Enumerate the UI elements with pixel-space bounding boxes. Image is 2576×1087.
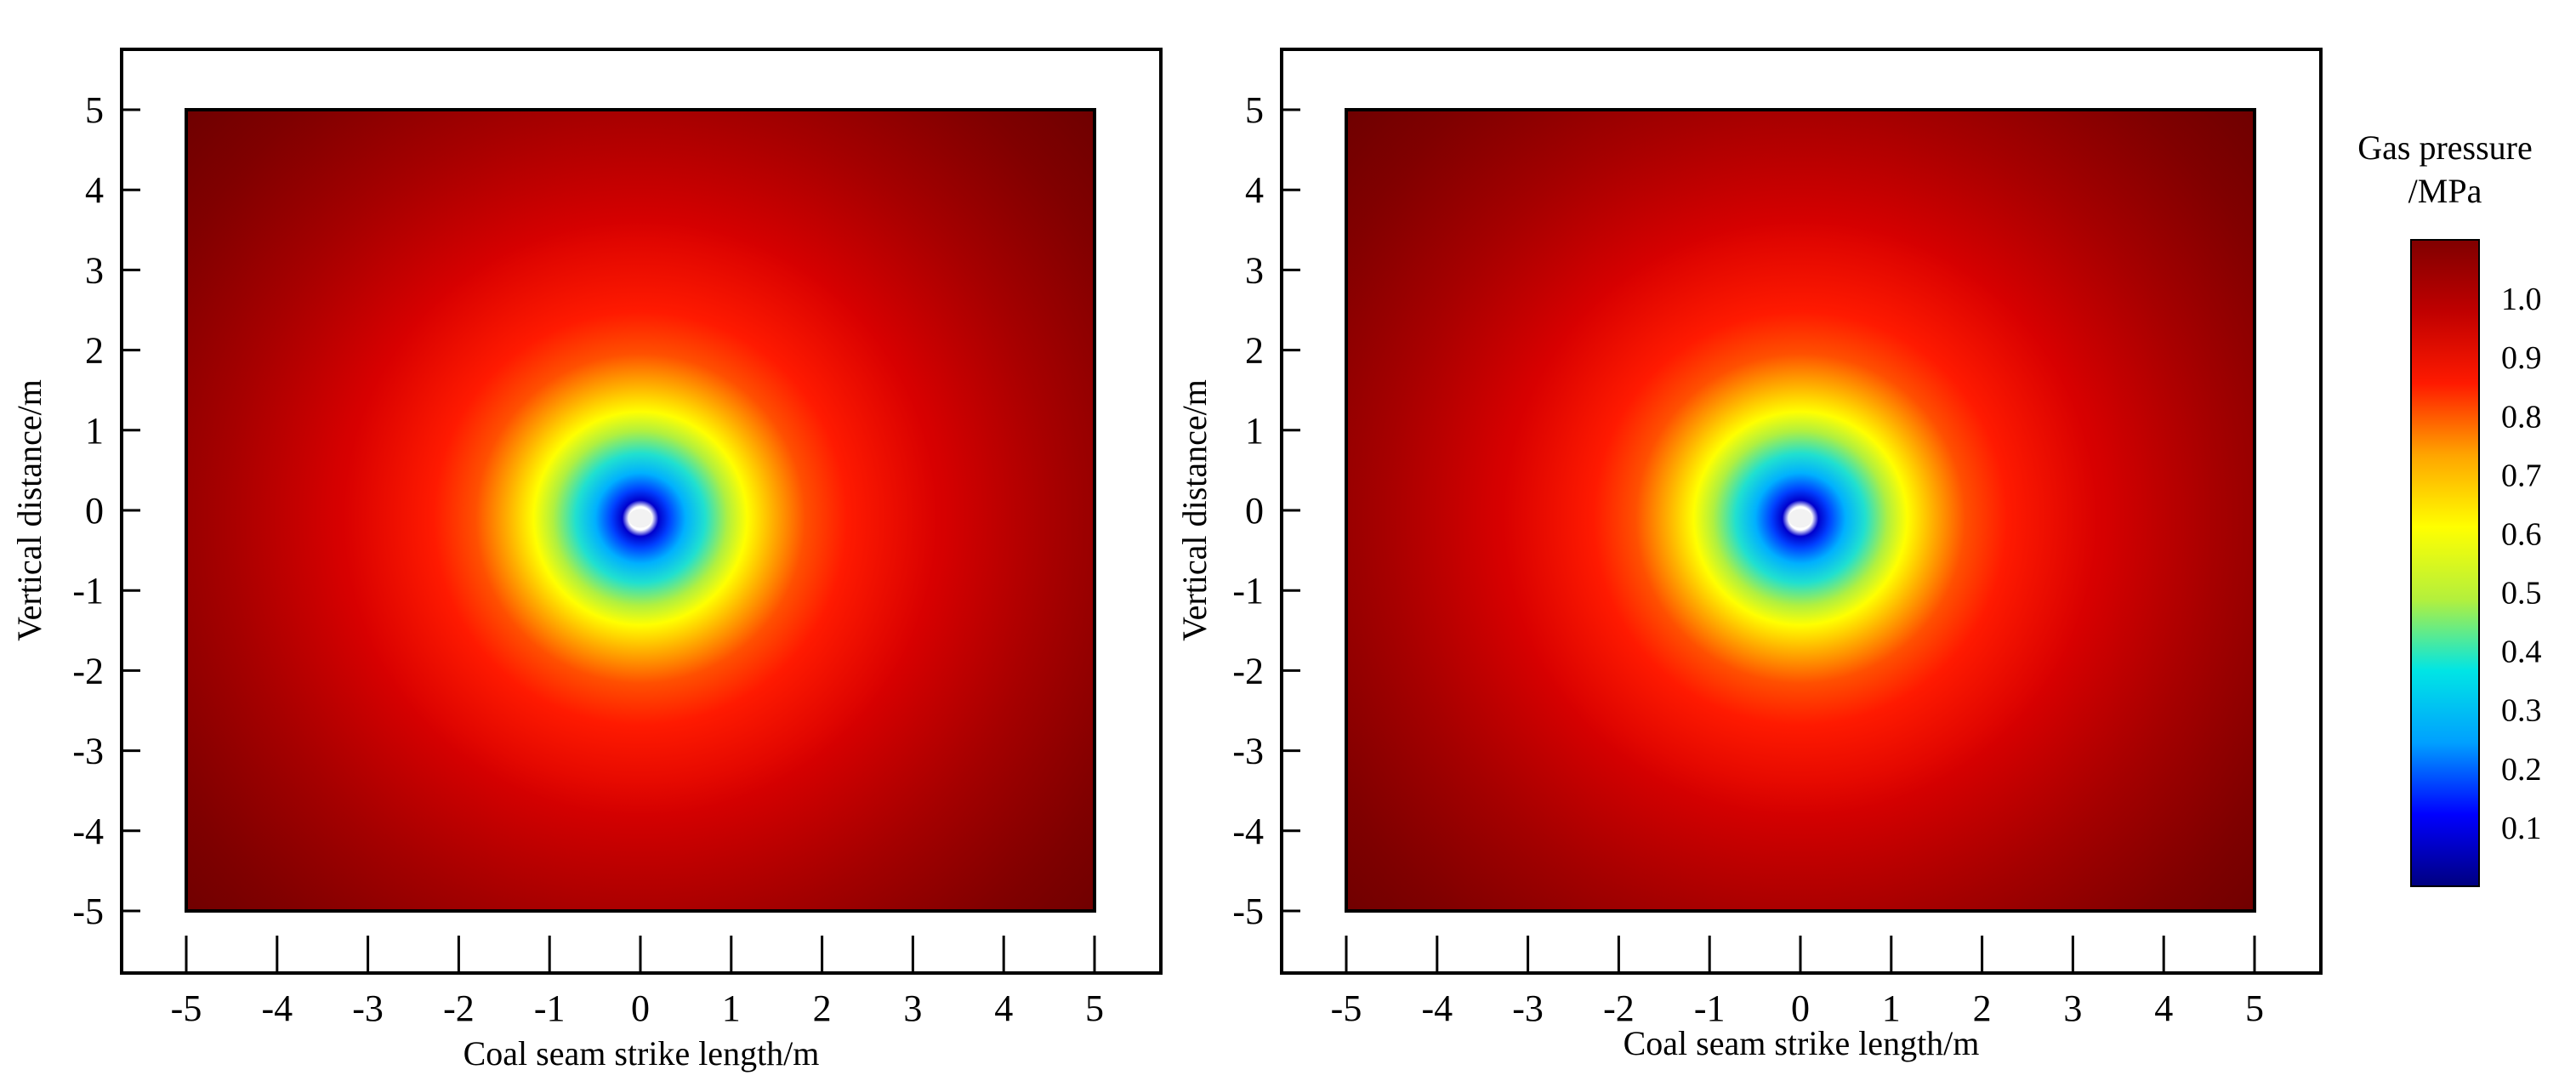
y-tick-label: -5	[1232, 891, 1264, 932]
x-tick-label: 4	[994, 987, 1013, 1029]
x-tick-label: -3	[352, 987, 384, 1029]
y-tick-label: 0	[1245, 490, 1264, 532]
y-tick-label: -1	[1232, 570, 1264, 612]
colorbar-gradient	[2410, 239, 2480, 887]
panel-right-y-ticks: 5 4 3 2 1 0 -1 -2 -3 -4 -5	[1232, 89, 1300, 932]
panel-left-x-ticks: -5 -4 -3 -2 -1 0 1 2 3 4 5	[171, 936, 1104, 1029]
colorbar: Gas pressure /MPa 1.0 0.9 0.8 0.7 0.6 0.5 0.4 0…	[2357, 128, 2542, 887]
x-tick-label: 2	[1973, 987, 1992, 1029]
panel-right-y-axis-label: Vertical distance/m	[1175, 379, 1214, 641]
colorbar-tick-label: 1.0	[2501, 282, 2542, 317]
x-tick-label: -3	[1512, 987, 1544, 1029]
y-tick-label: -5	[72, 891, 104, 932]
colorbar-tick-label: 0.1	[2501, 811, 2542, 846]
x-tick-label: -1	[1694, 987, 1726, 1029]
x-tick-label: 0	[631, 987, 650, 1029]
colorbar-tick-label: 0.5	[2501, 576, 2542, 612]
colorbar-ticks: 1.0 0.9 0.8 0.7 0.6 0.5 0.4 0.3 0.2 0.1	[2501, 282, 2542, 846]
x-tick-label: -4	[1421, 987, 1453, 1029]
x-tick-label: 2	[813, 987, 832, 1029]
colorbar-tick-label: 0.6	[2501, 516, 2542, 552]
y-tick-label: -1	[72, 570, 104, 612]
y-tick-label: -3	[1232, 731, 1264, 772]
panel-right-x-axis-label: Coal seam strike length/m	[1624, 1024, 1980, 1062]
panel-right-x-ticks: -5 -4 -3 -2 -1 0 1 2 3 4 5	[1331, 936, 2264, 1029]
y-tick-label: 5	[85, 89, 104, 131]
y-tick-label: 4	[85, 169, 104, 211]
panel-left-y-axis-label: Vertical distance/m	[10, 379, 48, 641]
colorbar-tick-label: 0.4	[2501, 635, 2542, 670]
colorbar-tick-label: 0.2	[2501, 752, 2542, 788]
x-tick-label: -1	[534, 987, 566, 1029]
panel-right: 5 4 3 2 1 0 -1 -2 -3 -4 -5 -5 -4 -3 -2 -1 0 1 2 3 4 5 Coal s…	[1175, 48, 2323, 1062]
x-tick-label: 0	[1791, 987, 1810, 1029]
x-tick-label: -2	[1603, 987, 1635, 1029]
x-tick-label: -4	[261, 987, 293, 1029]
panel-right-plot-border	[1345, 108, 2256, 913]
panel-left-borehole	[628, 509, 652, 528]
y-tick-label: 2	[85, 330, 104, 372]
colorbar-tick-label: 0.9	[2501, 340, 2542, 376]
x-tick-label: -2	[443, 987, 475, 1029]
y-tick-label: 1	[85, 410, 104, 452]
x-tick-label: 3	[2063, 987, 2082, 1029]
y-tick-label: 3	[85, 249, 104, 291]
panel-right-borehole	[1788, 509, 1812, 528]
colorbar-title-line2: /MPa	[2408, 172, 2482, 210]
x-tick-label: 5	[2245, 987, 2264, 1029]
y-tick-label: 1	[1245, 410, 1264, 452]
panel-left-plot-border	[185, 108, 1096, 913]
x-tick-label: 4	[2154, 987, 2173, 1029]
colorbar-tick-label: 0.8	[2501, 399, 2542, 435]
x-tick-label: 5	[1085, 987, 1104, 1029]
panel-left-y-ticks: 5 4 3 2 1 0 -1 -2 -3 -4 -5	[72, 89, 140, 932]
y-tick-label: -3	[72, 731, 104, 772]
x-tick-label: -5	[171, 987, 202, 1029]
y-tick-label: -2	[1232, 650, 1264, 691]
panel-left-x-axis-label: Coal seam strike length/m	[463, 1034, 820, 1073]
colorbar-title-line1: Gas pressure	[2357, 128, 2533, 167]
y-tick-label: 3	[1245, 249, 1264, 291]
y-tick-label: -4	[72, 811, 104, 852]
y-tick-label: -4	[1232, 811, 1264, 852]
colorbar-tick-label: 0.3	[2501, 693, 2542, 729]
y-tick-label: 0	[85, 490, 104, 532]
colorbar-tick-label: 0.7	[2501, 458, 2542, 493]
y-tick-label: -2	[72, 650, 104, 691]
y-tick-label: 5	[1245, 89, 1264, 131]
panel-left: 5 4 3 2 1 0 -1 -2 -3 -4 -5 -5 -4 -3 -2 -1 0 1 2 3 4 5 Coal s…	[10, 48, 1163, 1073]
y-tick-label: 4	[1245, 169, 1264, 211]
y-tick-label: 2	[1245, 330, 1264, 372]
x-tick-label: 1	[1882, 987, 1901, 1029]
x-tick-label: 3	[903, 987, 922, 1029]
x-tick-label: 1	[722, 987, 741, 1029]
x-tick-label: -5	[1331, 987, 1362, 1029]
